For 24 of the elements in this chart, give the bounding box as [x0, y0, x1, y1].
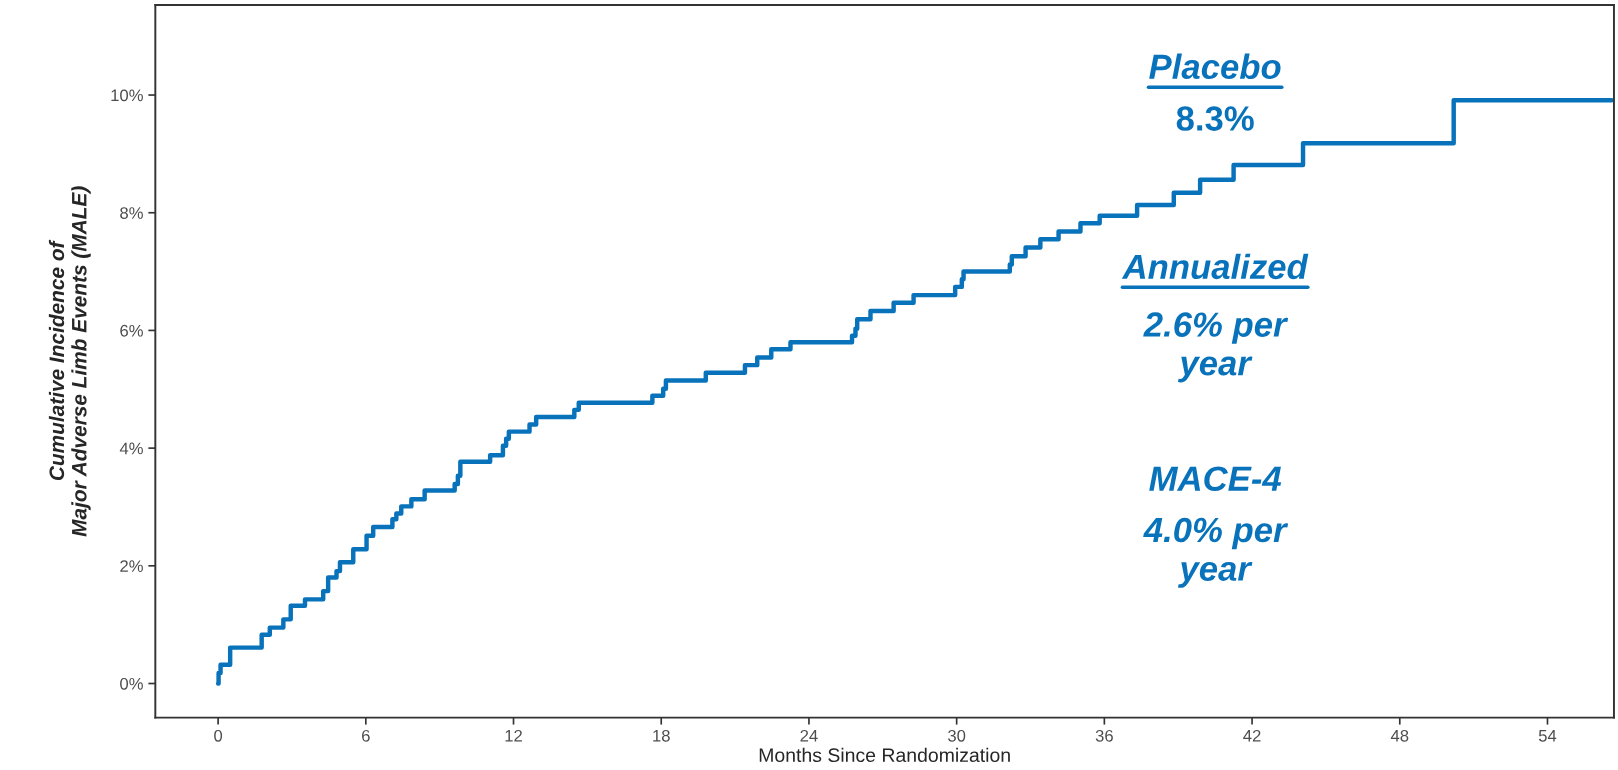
x-tick-label: 54 [1538, 730, 1557, 742]
annotation: Annualized [1121, 253, 1309, 280]
y-axis-title: Cumulative Incidence of Major Adverse Limb Events (MALE) [48, 186, 91, 537]
x-tick-label: 12 [505, 729, 522, 742]
annotation: MACE-4 [1149, 466, 1282, 491]
annotation: 2.6% per year [1143, 312, 1289, 383]
y-tick-label: 8% [120, 207, 143, 219]
y-tick-label: 6% [120, 324, 143, 337]
x-tick-label: 48 [1390, 729, 1409, 742]
y-tick-label: 0% [120, 677, 143, 690]
x-tick-label: 30 [948, 729, 966, 742]
x-tick-label: 42 [1243, 729, 1261, 742]
x-tick-label: 6 [362, 729, 370, 742]
x-axis-title: Months Since Randomization [759, 747, 1010, 763]
annotation: 8.3% [1176, 106, 1254, 131]
y-tick-label: 2% [120, 560, 143, 572]
y-tick-label: 10% [111, 89, 143, 102]
x-tick-label: 18 [653, 729, 670, 742]
x-tick-label: 36 [1095, 729, 1113, 742]
x-tick-label: 0 [214, 729, 223, 742]
x-tick-label: 24 [800, 729, 818, 742]
y-tick-label: 4% [119, 442, 143, 455]
annotation: Placebo [1149, 53, 1281, 80]
annotation: 4.0% per year [1143, 517, 1289, 588]
